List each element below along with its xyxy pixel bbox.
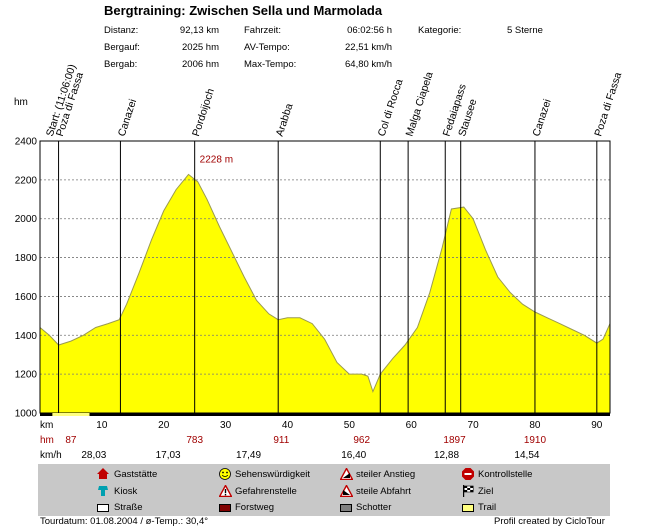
y-tick-label-1400: 1400 xyxy=(15,331,38,342)
stat-label-distance: Distanz: xyxy=(104,25,139,36)
kiosk-icon xyxy=(98,486,108,496)
legend-label-trail: Trail xyxy=(478,502,497,513)
legend-label-strasse: Straße xyxy=(114,502,143,513)
legend-label-forstweg: Forstweg xyxy=(235,502,275,513)
y-tick-label-1000: 1000 xyxy=(15,409,38,420)
stat-value-ascent: 2025 hm xyxy=(182,42,219,53)
stat-value-category: 5 Sterne xyxy=(507,25,543,36)
legend-label-steile-abfahrt: steile Abfahrt xyxy=(356,486,411,497)
segment-hm-label: hm xyxy=(40,435,54,446)
steep-descent-icon xyxy=(340,485,353,497)
forest-road-swatch xyxy=(219,504,231,512)
legend-label-gefahrenstelle: Gefahrenstelle xyxy=(235,486,297,497)
segment-kmh-value-3: 16,40 xyxy=(341,450,366,461)
segment-kmh-label: km/h xyxy=(40,450,62,461)
x-tick-label-50: 50 xyxy=(344,420,356,431)
segment-kmh-value-0: 28,03 xyxy=(81,450,106,461)
x-tick-label-70: 70 xyxy=(468,420,480,431)
elevation-area xyxy=(40,174,610,413)
legend-label-steiler-anstieg: steiler Anstieg xyxy=(356,469,416,480)
house-icon xyxy=(97,468,109,479)
road-swatch xyxy=(97,504,109,512)
x-axis-label: km xyxy=(40,420,53,431)
segment-kmh-value-1: 17,03 xyxy=(156,450,181,461)
x-tick-label-60: 60 xyxy=(406,420,418,431)
stat-label-time: Fahrzeit: xyxy=(244,25,281,36)
y-tick-label-2200: 2200 xyxy=(15,175,38,186)
x-tick-label-10: 10 xyxy=(96,420,108,431)
stop-sign-icon xyxy=(462,468,474,480)
legend-label-kontrollstelle: Kontrollstelle xyxy=(478,469,533,480)
gravel-swatch xyxy=(340,504,352,512)
segment-hm-value-1: 783 xyxy=(186,435,203,446)
steep-ascent-icon xyxy=(340,468,353,480)
stat-value-descent: 2006 hm xyxy=(182,59,219,70)
segment-hm-value-3: 962 xyxy=(353,435,370,446)
segment-hm-value-5: 1910 xyxy=(524,435,547,446)
legend-label-schotter: Schotter xyxy=(356,502,392,513)
waypoint-label-6: Malga Ciapela xyxy=(404,70,436,138)
stat-value-distance: 92,13 km xyxy=(179,25,219,36)
waypoint-label-10: Poza di Fassa xyxy=(592,71,624,138)
segment-hm-value-4: 1897 xyxy=(443,435,466,446)
waypoint-label-5: Col di Rocca xyxy=(376,77,406,137)
legend-label-gaststaette: Gaststätte xyxy=(114,469,158,480)
stat-value-time: 06:02:56 h xyxy=(347,25,392,36)
warning-icon xyxy=(219,485,232,497)
y-tick-label-1200: 1200 xyxy=(15,370,38,381)
stat-label-ascent: Bergauf: xyxy=(104,42,140,53)
footer-credit: Profil created by CicloTour xyxy=(494,516,605,527)
segment-kmh-value-2: 17,49 xyxy=(236,450,261,461)
waypoint-label-4: Arabba xyxy=(274,102,296,138)
stat-label-descent: Bergab: xyxy=(104,59,138,70)
trail-swatch xyxy=(462,504,474,512)
smiley-icon xyxy=(219,468,231,480)
x-tick-label-90: 90 xyxy=(591,420,603,431)
waypoint-label-2: Canazei xyxy=(116,98,139,138)
x-tick-label-30: 30 xyxy=(220,420,232,431)
stat-label-category: Kategorie: xyxy=(418,25,462,36)
peak-annotation: 2228 m xyxy=(200,154,233,165)
segment-hm-value-0: 87 xyxy=(65,435,77,446)
legend-label-kiosk: Kiosk xyxy=(114,486,138,497)
stat-value-max-speed: 64,80 km/h xyxy=(345,59,392,70)
elevation-line xyxy=(39,173,611,394)
waypoint-label-3: Pordoijoch xyxy=(190,87,217,138)
finish-flag-icon xyxy=(463,485,474,497)
stat-value-avg-speed: 22,51 km/h xyxy=(345,42,392,53)
y-tick-label-2000: 2000 xyxy=(15,214,38,225)
stat-label-max-speed: Max-Tempo: xyxy=(244,59,297,70)
chart-title: Bergtraining: Zwischen Sella und Marmola… xyxy=(104,3,383,18)
x-tick-label-40: 40 xyxy=(282,420,294,431)
stat-label-avg-speed: AV-Tempo: xyxy=(244,42,290,53)
y-tick-label-2400: 2400 xyxy=(15,137,38,148)
legend-label-ziel: Ziel xyxy=(478,486,494,497)
footer-tour-date: Tourdatum: 01.08.2004 / ø-Temp.: 30,4° xyxy=(40,516,209,527)
x-tick-label-80: 80 xyxy=(529,420,541,431)
y-tick-label-1800: 1800 xyxy=(15,253,38,264)
surface-bar-trail xyxy=(52,413,90,416)
y-axis-label: hm xyxy=(14,97,28,108)
legend-label-sehenswuerdigkeit: Sehenswürdigkeit xyxy=(235,469,310,480)
x-tick-label-20: 20 xyxy=(158,420,170,431)
y-tick-label-1600: 1600 xyxy=(15,292,38,303)
segment-kmh-value-5: 14,54 xyxy=(514,450,539,461)
segment-kmh-value-4: 12,88 xyxy=(434,450,459,461)
surface-bar xyxy=(40,413,610,416)
waypoint-label-9: Canazei xyxy=(530,98,553,138)
segment-hm-value-2: 911 xyxy=(273,435,289,446)
legend: Gaststätte Sehenswürdigkeit steiler Anst… xyxy=(38,464,610,516)
